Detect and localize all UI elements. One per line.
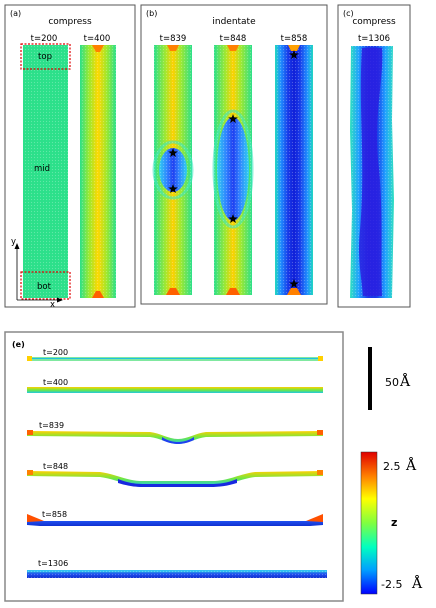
top-region-box	[20, 43, 71, 70]
panel-a-time-1: t=200	[31, 34, 58, 44]
panel-b-letter: (b)	[146, 9, 157, 18]
side-ribbon-t848	[27, 471, 323, 486]
panel-c-letter: (c)	[343, 9, 354, 18]
side-ribbon-t858	[27, 516, 323, 526]
panel-e: (e) t=200 t=400 t=839 t=848 t=858 t=1306	[4, 331, 344, 602]
side-ribbon-t400	[27, 387, 323, 393]
colorbar-min-label: -2.5	[381, 578, 402, 591]
side-time-2: t=400	[43, 378, 68, 387]
panel-a-letter: (a)	[10, 9, 21, 18]
colorbar: 2.5 Å z -2.5 Å	[360, 451, 423, 595]
axis-label-x: x	[50, 300, 55, 310]
axis-label-y: y	[11, 237, 16, 247]
colorbar-max-label: 2.5	[383, 460, 401, 473]
scale-bar: 50 Å	[368, 347, 411, 410]
panel-c: (c) compress t=1306	[337, 4, 411, 308]
star-marker	[168, 148, 178, 157]
panel-a-frame	[4, 4, 136, 308]
scale-bar-unit: Å	[399, 372, 411, 390]
colorbar-gradient	[360, 451, 378, 595]
label-top: top	[38, 52, 52, 62]
panel-e-frame	[4, 331, 344, 602]
indenter-stars	[168, 50, 299, 288]
star-marker	[289, 279, 299, 288]
panel-c-title: compress	[352, 17, 396, 27]
panel-e-letter: (e)	[12, 340, 25, 349]
star-marker	[228, 114, 238, 123]
panel-a-title: compress	[48, 17, 92, 27]
panel-b: (b) indentate t=839 t=848 t=858	[140, 4, 328, 305]
panel-a-time-2: t=400	[84, 34, 111, 44]
panel-b-time-3: t=858	[281, 34, 308, 44]
colorbar-max-unit: Å	[405, 456, 417, 474]
label-mid: mid	[34, 164, 50, 174]
side-time-3: t=839	[39, 421, 64, 430]
side-time-6: t=1306	[38, 559, 68, 568]
side-time-1: t=200	[43, 348, 68, 357]
side-time-5: t=858	[42, 510, 67, 519]
panel-b-time-1: t=839	[160, 34, 187, 44]
scale-bar-label: 50	[385, 376, 399, 389]
panel-b-time-2: t=848	[220, 34, 247, 44]
panel-c-time-1: t=1306	[358, 34, 390, 44]
star-marker	[168, 184, 178, 193]
star-marker	[228, 214, 238, 223]
colorbar-quantity: z	[391, 516, 397, 529]
side-time-4: t=848	[43, 462, 68, 471]
panel-b-frame	[140, 4, 328, 305]
panel-c-frame	[337, 4, 411, 308]
star-marker	[289, 50, 299, 59]
bot-region-box	[20, 271, 71, 300]
panel-b-title: indentate	[212, 17, 256, 27]
colorbar-min-unit: Å	[411, 574, 423, 592]
side-ribbon-t839	[27, 431, 323, 444]
label-bot: bot	[37, 282, 52, 292]
panel-a: (a) compress t=200 t=400 top mid bot y x	[4, 4, 136, 310]
axes-indicator: y x	[11, 237, 63, 310]
